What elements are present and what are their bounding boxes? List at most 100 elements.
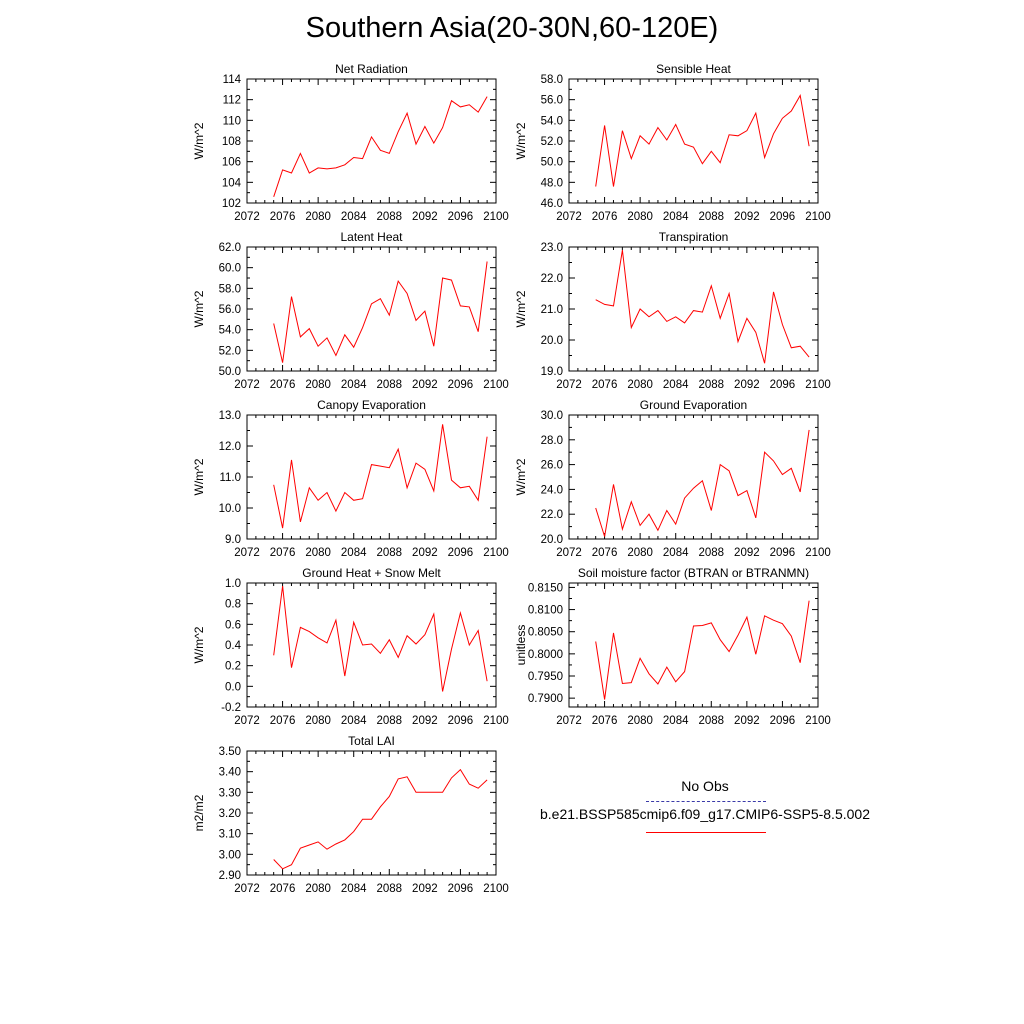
panel-title: Sensible Heat [656,62,731,76]
x-tick-label: 2100 [483,883,509,895]
series-line [273,586,488,692]
x-tick-label: 2092 [412,883,438,895]
y-tick-label: 50.0 [219,366,241,378]
panel-title: Latent Heat [340,230,403,244]
x-tick-label: 2072 [234,883,260,895]
x-tick-label: 2096 [448,379,474,391]
legend-model-line [646,832,766,833]
x-tick-label: 2092 [412,211,438,223]
legend-model-label: b.e21.BSSP585cmip6.f09_g17.CMIP6-SSP5-8.… [540,806,870,822]
x-tick-label: 2088 [376,379,402,391]
x-tick-label: 2092 [734,547,760,559]
y-axis-label: W/m^2 [192,122,206,159]
x-tick-label: 2100 [483,715,509,727]
x-tick-label: 2088 [376,547,402,559]
x-tick-label: 2072 [556,715,582,727]
chart-panel-8: Soil moisture factor (BTRAN or BTRANMN) u… [514,566,831,727]
x-tick-label: 2072 [234,547,260,559]
panel-title: Ground Heat + Snow Melt [302,566,441,580]
y-tick-label: 0.8100 [528,605,563,617]
y-tick-label: 3.30 [219,787,241,799]
plot-frame [246,78,497,204]
y-tick-label: 30.0 [541,410,563,422]
x-tick-label: 2096 [770,715,796,727]
x-tick-label: 2072 [556,379,582,391]
x-tick-label: 2088 [376,883,402,895]
x-tick-label: 2076 [270,547,296,559]
y-tick-label: 11.0 [219,472,241,484]
y-tick-label: 19.0 [541,366,563,378]
x-tick-label: 2080 [305,547,331,559]
x-tick-label: 2080 [305,715,331,727]
series-line [273,768,488,870]
y-tick-label: 22.0 [541,273,563,285]
x-tick-label: 2096 [448,211,474,223]
x-tick-label: 2092 [412,379,438,391]
chart-panel-2: Sensible Heat W/m^2 2072 2076 2080 2084 2088 20… [514,62,831,223]
legend-obs-label: No Obs [681,778,729,794]
y-axis-label: W/m^2 [192,626,206,663]
x-tick-label: 2096 [448,547,474,559]
panel-title: Net Radiation [335,62,408,76]
x-tick-label: 2100 [483,547,509,559]
y-tick-label: 52.0 [219,345,241,357]
y-tick-label: 28.0 [541,435,563,447]
plot-frame [568,414,819,540]
y-tick-label: 0.8150 [528,582,563,594]
x-tick-label: 2092 [412,715,438,727]
series-line [595,600,810,700]
y-axis-label: W/m^2 [192,290,206,327]
x-tick-label: 2100 [805,547,831,559]
panel-title: Canopy Evaporation [317,398,426,412]
y-tick-label: 12.0 [219,441,241,453]
y-tick-label: 58.0 [541,74,563,86]
y-tick-label: 22.0 [541,509,563,521]
y-tick-label: 3.20 [219,808,241,820]
x-tick-label: 2100 [483,211,509,223]
x-tick-label: 2080 [627,379,653,391]
y-tick-label: 112 [223,95,241,107]
plot-frame [246,414,497,540]
y-axis-label: W/m^2 [192,458,206,495]
y-tick-label: 9.0 [225,534,241,546]
panel-title: Soil moisture factor (BTRAN or BTRANMN) [578,566,809,580]
chart-panel-6: Ground Evaporation W/m^2 2072 2076 2080 2084 2… [514,398,831,559]
chart-panel-3: Latent Heat W/m^2 2072 2076 2080 2084 2088 2092… [192,230,509,391]
x-tick-label: 2072 [234,211,260,223]
y-tick-label: 3.10 [219,829,241,841]
y-tick-label: 1.0 [225,578,241,590]
x-tick-label: 2084 [663,379,689,391]
x-tick-label: 2076 [270,883,296,895]
y-tick-label: 106 [222,157,241,169]
x-tick-label: 2076 [592,211,618,223]
y-tick-label: 0.0 [225,681,241,693]
y-tick-label: 3.50 [219,746,241,758]
x-tick-label: 2080 [305,211,331,223]
y-tick-label: 54.0 [541,115,563,127]
x-tick-label: 2076 [592,547,618,559]
x-tick-label: 2080 [305,379,331,391]
x-tick-label: 2076 [270,715,296,727]
y-tick-label: 0.8000 [528,649,563,661]
x-tick-label: 2084 [341,211,367,223]
panel-title: Transpiration [659,230,729,244]
chart-panel-1: Net Radiation W/m^2 2072 2076 2080 2084 2088 20… [192,62,509,223]
x-tick-label: 2084 [663,547,689,559]
y-tick-label: 56.0 [541,95,563,107]
y-axis-label: W/m^2 [514,290,528,327]
x-tick-label: 2100 [805,211,831,223]
y-tick-label: 62.0 [219,242,241,254]
y-tick-label: 108 [222,136,241,148]
x-tick-label: 2084 [341,547,367,559]
chart-panel-9: Total LAI m2/m2 2072 2076 2080 2084 2088 2092 20… [192,734,509,895]
y-tick-label: 0.6 [225,619,241,631]
y-tick-label: 60.0 [219,263,241,275]
legend-obs-line [646,801,766,802]
chart-panel-7: Ground Heat + Snow Melt W/m^2 2072 2076 2080… [192,566,509,727]
y-tick-label: -0.2 [221,702,241,714]
y-tick-label: 58.0 [219,283,241,295]
page-title: Southern Asia(20-30N,60-120E) [305,12,719,44]
x-tick-label: 2076 [592,715,618,727]
plot-frame [246,750,497,876]
series-line [273,261,488,363]
